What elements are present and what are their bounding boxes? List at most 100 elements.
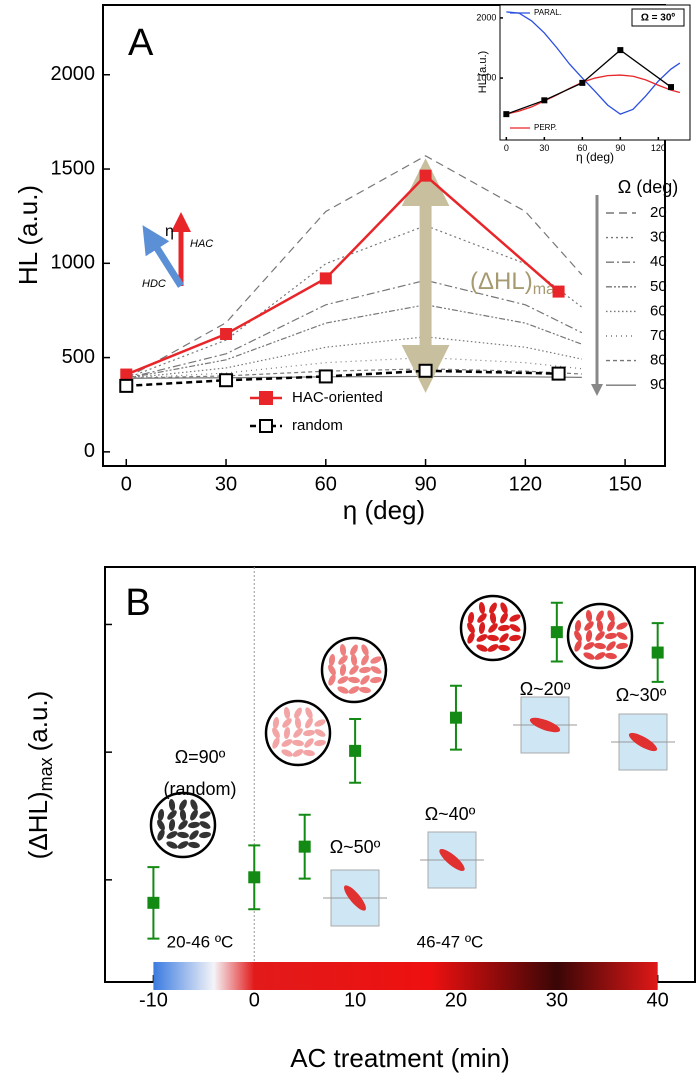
model-curve [125, 155, 583, 379]
particle [166, 831, 178, 839]
particle [605, 652, 617, 660]
y-title-main: (ΔHL) [23, 791, 53, 859]
marker [418, 363, 433, 378]
marker [503, 111, 510, 118]
x-tick-label: 90 [414, 473, 436, 495]
particle [314, 719, 326, 727]
model-curve [126, 224, 583, 379]
x-tick-label: 150 [608, 473, 641, 495]
particle [178, 820, 188, 830]
marker [550, 626, 563, 639]
particle [179, 799, 187, 811]
x-tick-label: 0 [121, 473, 132, 495]
particle [199, 821, 211, 829]
particle [509, 614, 521, 622]
orientation-particle [439, 849, 465, 871]
particle [168, 819, 176, 831]
particle [594, 642, 606, 650]
particle [314, 729, 326, 737]
particle [283, 707, 291, 719]
particle [370, 666, 382, 674]
model-legend-label: 70 [650, 327, 667, 344]
model-legend-label: 80 [650, 352, 667, 369]
temperature-label: 46-47 ºC [417, 932, 484, 951]
particle [595, 631, 605, 641]
orientation-particle [628, 732, 658, 752]
particle [157, 809, 165, 821]
particle [585, 610, 593, 622]
marker [579, 79, 586, 86]
inset-legend-label: PERP. [534, 123, 557, 132]
particle [339, 644, 347, 656]
marker [551, 366, 566, 381]
x-tick-label: 30 [215, 473, 237, 495]
x-tick-label: 0 [249, 989, 260, 1011]
annotation: Ω~40º [425, 804, 476, 824]
y-axis-title: (ΔHL)max (a.u.) [23, 691, 56, 860]
model-legend-label: 90 [650, 376, 667, 393]
particle [305, 707, 313, 719]
annotation: Ω~50º [330, 837, 381, 857]
particle [348, 686, 360, 694]
panel-label: B [125, 582, 150, 624]
particle [359, 686, 371, 694]
marker [248, 871, 261, 884]
marker [319, 272, 332, 285]
particle [477, 613, 487, 623]
particle [574, 630, 582, 642]
inset-title: Ω = 30º [641, 13, 676, 24]
particle [338, 655, 348, 665]
x-tick-label: 20 [445, 989, 467, 1011]
x-tick-label: 40 [647, 989, 669, 1011]
model-legend-title: Ω (deg) [618, 177, 678, 197]
marker [668, 84, 674, 91]
line-series [126, 369, 559, 388]
annotation: (random) [163, 779, 236, 799]
particle [500, 612, 508, 624]
x-tick-label: 0 [504, 143, 509, 153]
particle [292, 749, 304, 757]
line-series [506, 74, 681, 115]
particle [606, 641, 616, 651]
marker [651, 646, 664, 659]
model-curve [126, 356, 582, 379]
particle [303, 749, 315, 757]
particle [303, 729, 315, 737]
marker [349, 744, 362, 757]
marker [119, 378, 134, 393]
panel-label: A [128, 22, 154, 64]
particle [350, 644, 358, 656]
x-tick-label: 10 [344, 989, 366, 1011]
particle [199, 831, 211, 839]
particle [188, 821, 200, 829]
inset-y-title: HL (a.u.) [477, 51, 489, 93]
particle [476, 644, 488, 652]
particle [467, 622, 475, 634]
particle [488, 623, 498, 633]
particle [487, 634, 499, 642]
particle [272, 737, 280, 749]
x-axis-title: η (deg) [343, 495, 425, 525]
particle [337, 676, 349, 684]
particle [189, 830, 199, 840]
particle [328, 654, 336, 666]
annotation: Ω=90º [175, 747, 226, 767]
marker [220, 328, 233, 341]
model-curve [126, 336, 582, 379]
particle [292, 739, 304, 747]
annotation: Ω~20º [520, 679, 571, 699]
annotation-main: (ΔHL) [470, 268, 533, 295]
particle [305, 717, 313, 729]
particle [616, 632, 628, 640]
content: 0 30 60 90 120 1500500100015002000(ΔHL)maxHAC… [13, 4, 696, 1073]
marker [617, 47, 624, 54]
particle [594, 652, 606, 660]
particle [281, 739, 293, 747]
x-tick-label: 30 [546, 989, 568, 1011]
particle [272, 717, 280, 729]
x-tick-label: 90 [615, 143, 625, 153]
particle [168, 799, 176, 811]
particle [616, 642, 628, 650]
model-legend-label: 60 [650, 302, 667, 319]
marker [541, 97, 548, 104]
